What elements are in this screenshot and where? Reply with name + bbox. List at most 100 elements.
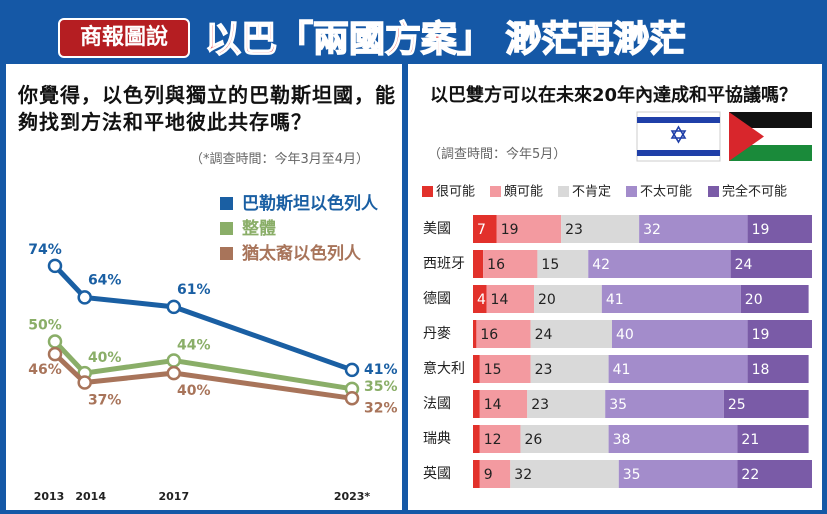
bar-segment xyxy=(473,285,487,313)
legend-swatch xyxy=(220,247,233,260)
data-label: 40 xyxy=(616,327,634,343)
bar-segment xyxy=(534,285,602,313)
point xyxy=(47,346,63,362)
data-label: 32% xyxy=(364,400,398,416)
bar-segment xyxy=(608,425,738,453)
data-label: 4 xyxy=(477,292,486,308)
series-line xyxy=(53,264,353,373)
data-label: 38 xyxy=(613,432,631,448)
data-label: 74% xyxy=(28,242,62,258)
bar-segment xyxy=(723,390,809,418)
legend-swatch xyxy=(558,186,569,197)
bar-segment xyxy=(479,425,521,453)
bar-segment xyxy=(605,390,724,418)
data-label: 40% xyxy=(177,383,211,399)
category-label: 瑞典 xyxy=(423,431,451,447)
bar-segment xyxy=(747,215,812,243)
legend-label: 不肯定 xyxy=(572,185,611,200)
bar-segment xyxy=(608,355,748,383)
data-label: 41% xyxy=(364,362,398,378)
legend-label: 不太可能 xyxy=(640,185,692,200)
x-tick-label: 2023* xyxy=(334,490,371,503)
legend-label: 巴勒斯坦以色列人 xyxy=(242,193,379,214)
data-label: 19 xyxy=(752,222,770,238)
legend-swatch xyxy=(708,186,719,197)
bar-segment xyxy=(730,250,812,278)
data-label: 32 xyxy=(643,222,661,238)
data-label: 19 xyxy=(501,222,519,238)
point xyxy=(344,362,360,378)
data-label: 61% xyxy=(177,282,211,298)
logo: 商報圖說 xyxy=(58,18,190,58)
point xyxy=(77,375,92,390)
data-label: 24 xyxy=(535,327,553,343)
point xyxy=(344,391,360,406)
bar-segment xyxy=(561,215,640,243)
data-label: 41 xyxy=(613,362,631,378)
data-label: 9 xyxy=(484,467,493,483)
data-label: 19 xyxy=(752,327,770,343)
bar-segment xyxy=(483,250,538,278)
subtitle: （*調查時間：今年3月至4月） xyxy=(190,152,370,167)
data-label: 41 xyxy=(606,292,624,308)
data-label: 16 xyxy=(487,257,505,273)
bar-segment xyxy=(473,215,497,243)
category-label: 西班牙 xyxy=(423,256,465,272)
bar-segment xyxy=(530,320,612,348)
bar-segment xyxy=(476,320,531,348)
bar-segment xyxy=(747,320,812,348)
data-label: 18 xyxy=(752,362,770,378)
bar-segment xyxy=(530,355,609,383)
bar-segment xyxy=(601,285,741,313)
data-label: 50% xyxy=(28,318,62,334)
data-label: 22 xyxy=(741,467,759,483)
data-label: 12 xyxy=(484,432,502,448)
legend-swatch xyxy=(626,186,637,197)
bar-segment xyxy=(479,390,528,418)
palestine-flag xyxy=(729,112,812,161)
data-label: 42 xyxy=(592,257,610,273)
legend-label: 整體 xyxy=(242,218,276,239)
data-label: 20 xyxy=(745,292,763,308)
bar-segment xyxy=(473,460,480,488)
point xyxy=(47,334,63,349)
legend-swatch xyxy=(422,186,433,197)
bar-segment xyxy=(479,460,511,488)
bar-segment xyxy=(618,460,738,488)
data-label: 40% xyxy=(88,350,122,366)
data-label: 35% xyxy=(364,379,398,395)
point xyxy=(77,290,92,305)
series-line xyxy=(53,352,353,401)
bar-segment xyxy=(611,320,748,348)
data-label: 37% xyxy=(88,393,122,409)
category-label: 英國 xyxy=(423,465,451,482)
bar-segment xyxy=(740,285,809,313)
bar-segment xyxy=(520,425,609,453)
legend-label: 完全不可能 xyxy=(722,184,787,200)
bar-segment xyxy=(737,425,809,453)
bar-segment xyxy=(510,460,619,488)
bar-segment xyxy=(588,250,731,278)
bar-segment xyxy=(527,390,606,418)
data-label: 23 xyxy=(565,222,583,238)
data-label: 15 xyxy=(484,362,502,378)
legend-swatch xyxy=(490,186,501,197)
israel-flag xyxy=(636,111,721,162)
legend-swatch xyxy=(220,197,233,210)
subtitle: （調查時間：今年5月） xyxy=(428,147,567,162)
data-label: 16 xyxy=(480,327,498,343)
category-label: 法國 xyxy=(423,396,451,412)
data-label: 44% xyxy=(177,337,211,353)
x-tick-label: 2013 xyxy=(34,490,65,503)
x-tick-label: 2014 xyxy=(75,490,106,503)
data-label: 23 xyxy=(535,362,553,378)
category-label: 丹麥 xyxy=(423,326,451,342)
data-label: 14 xyxy=(484,397,502,413)
bar-segment xyxy=(496,215,562,243)
legend-label: 很可能 xyxy=(436,185,475,200)
bar-segment xyxy=(473,250,484,278)
data-label: 21 xyxy=(741,432,759,448)
category-label: 意大利 xyxy=(423,360,465,377)
